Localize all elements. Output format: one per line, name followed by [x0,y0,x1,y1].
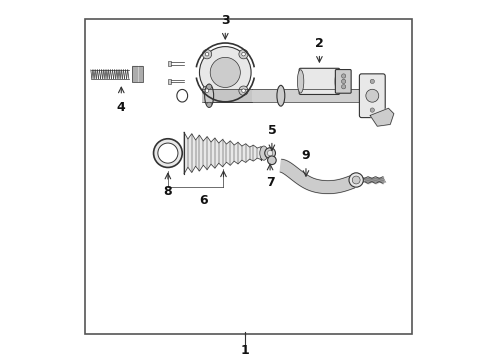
Circle shape [352,176,360,184]
Circle shape [207,102,212,107]
Text: 8: 8 [164,185,172,198]
Bar [85,19,412,334]
Circle shape [210,57,240,87]
Circle shape [366,89,379,102]
Circle shape [205,89,209,93]
Circle shape [158,143,178,163]
Circle shape [370,108,374,112]
FancyBboxPatch shape [335,69,351,93]
Circle shape [239,86,248,95]
Circle shape [239,49,248,59]
Circle shape [265,148,275,158]
Text: 9: 9 [302,149,310,162]
Bar [168,61,171,66]
Circle shape [342,85,346,89]
Ellipse shape [260,146,268,160]
Circle shape [349,173,364,187]
FancyBboxPatch shape [299,68,340,94]
Text: 7: 7 [266,176,274,189]
Circle shape [207,84,212,89]
Circle shape [202,86,212,95]
Text: 5: 5 [268,124,276,137]
Bar [204,89,379,102]
Circle shape [342,74,346,78]
Circle shape [199,46,251,98]
Text: 1: 1 [241,344,249,357]
Circle shape [153,139,182,167]
Ellipse shape [297,70,304,93]
Polygon shape [370,108,394,126]
Polygon shape [184,132,261,174]
Ellipse shape [277,85,285,106]
Bar [132,66,143,82]
Circle shape [242,52,245,56]
Circle shape [342,79,346,84]
Text: 2: 2 [315,37,324,50]
Circle shape [268,156,276,165]
Circle shape [205,52,209,56]
Polygon shape [280,159,355,194]
Circle shape [268,150,273,156]
Text: 6: 6 [200,194,208,207]
FancyBboxPatch shape [359,74,385,118]
Circle shape [202,49,212,59]
Circle shape [370,79,374,84]
Text: 4: 4 [117,101,125,114]
Bar [168,79,171,84]
Ellipse shape [335,70,342,93]
Circle shape [242,89,245,93]
Bar [202,89,252,102]
Text: 3: 3 [221,14,230,27]
Ellipse shape [205,84,214,107]
